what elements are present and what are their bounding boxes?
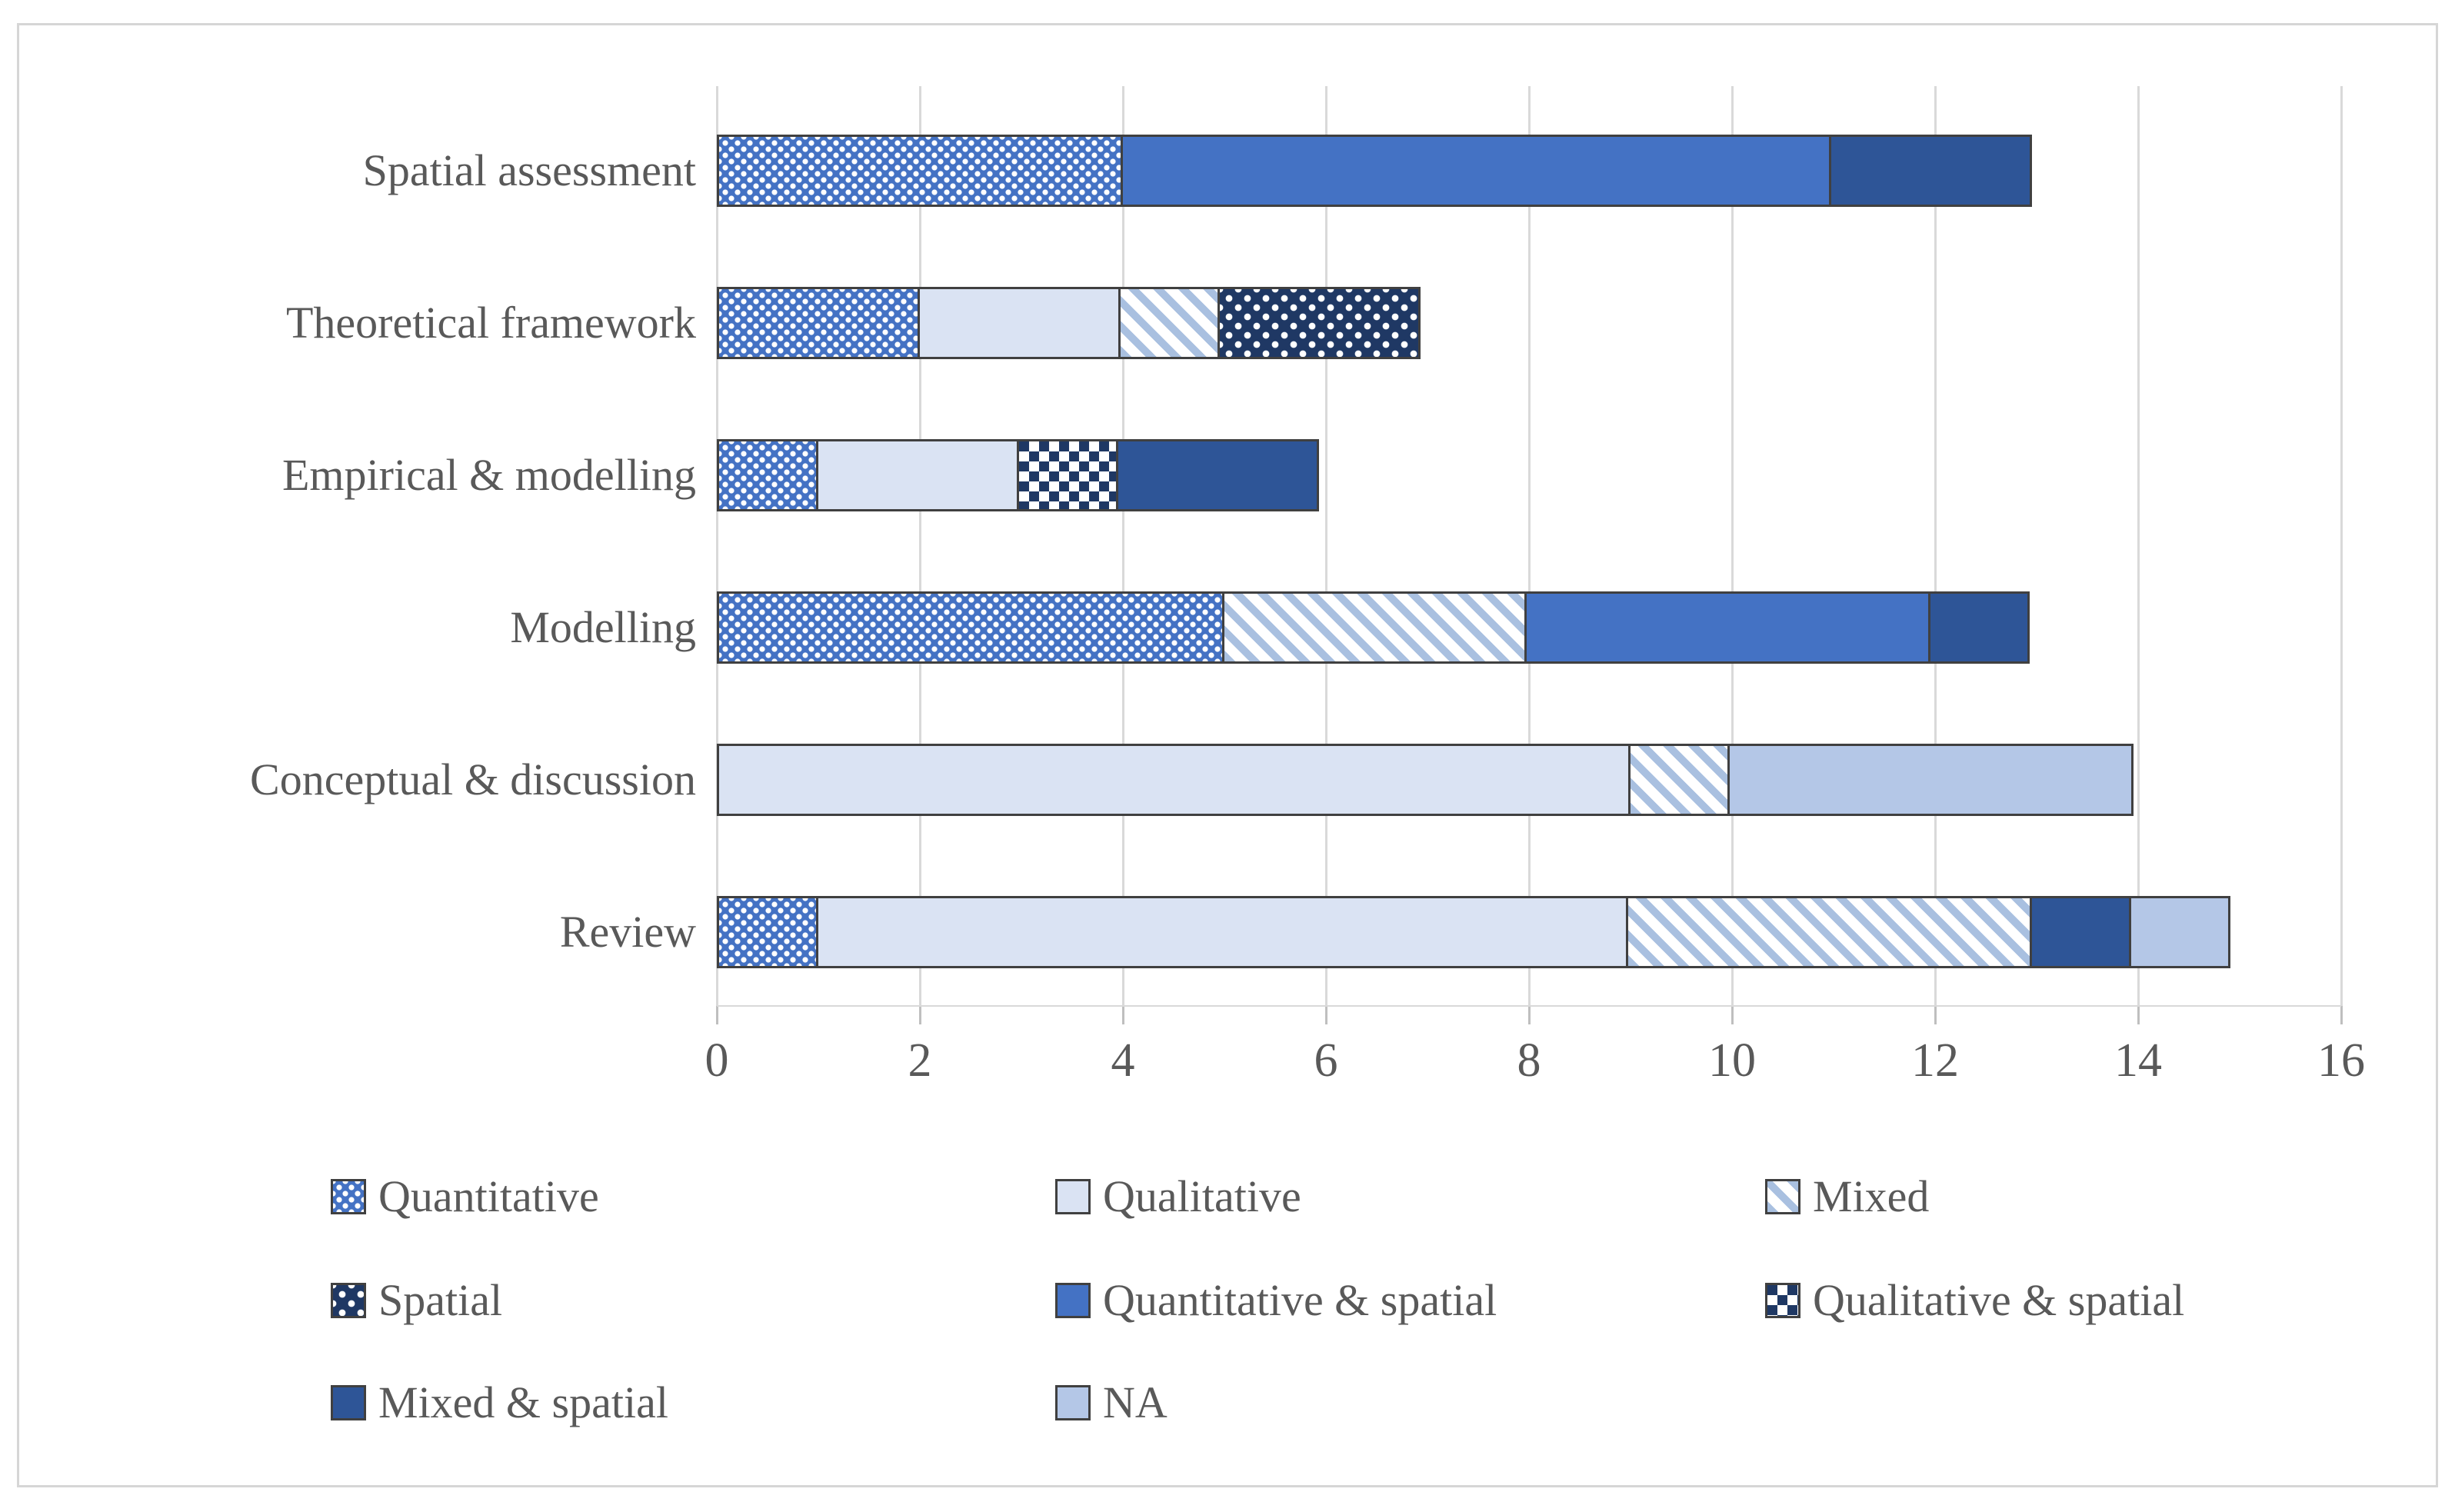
legend-swatch-spatial [331,1283,366,1318]
category-label: Empirical & modelling [281,450,696,500]
x-axis-tick-label: 2 [908,1034,932,1087]
legend-item-qualitative: Qualitative [1055,1174,1301,1220]
x-axis-tick-label: 4 [1111,1034,1135,1087]
bar-row-empirical-modelling [717,439,1319,511]
bar-segment-quantitative [717,135,1123,207]
x-axis-tick-label: 12 [1911,1034,1959,1087]
gridline [1934,86,1937,1006]
bar-row-modelling [717,591,2030,664]
bar-segment-mixed [1628,744,1730,816]
gridline [2340,86,2343,1006]
gridline [1325,86,1327,1006]
legend-label: Qualitative & spatial [1813,1275,2185,1325]
axis-tick [2137,1006,2140,1024]
bar-segment-mixed [1118,287,1220,359]
bar-segment-na [1727,744,2134,816]
gridline [1528,86,1531,1006]
legend-swatch-mixed [1765,1179,1800,1214]
x-axis-tick-label: 8 [1517,1034,1541,1087]
gridline [1122,86,1124,1006]
legend-item-mixed: Mixed [1765,1174,1929,1220]
category-label: Spatial assessment [362,145,696,195]
legend-label: Spatial [378,1275,503,1325]
axis-tick [2340,1006,2343,1024]
x-axis-tick-label: 6 [1314,1034,1338,1087]
axis-tick [1528,1006,1531,1024]
gridline [2137,86,2140,1006]
x-axis-tick-label: 16 [2317,1034,2365,1087]
legend-label: Mixed [1813,1171,1930,1221]
axis-tick [1325,1006,1327,1024]
gridline [1731,86,1734,1006]
legend-label: Quantitative & spatial [1103,1275,1497,1325]
bar-segment-quantitative [717,896,818,968]
category-label: Modelling [510,602,696,652]
legend-swatch-na [1055,1385,1091,1420]
bar-segment-mixed-spatial [2030,896,2131,968]
bar-segment-qualitative-spatial [1017,439,1118,511]
x-axis-line [717,1005,2341,1007]
bar-segment-qualitative [816,896,1628,968]
legend-swatch-qualitative [1055,1179,1091,1214]
legend-label: NA [1103,1377,1168,1427]
bar-segment-mixed-spatial [1116,439,1319,511]
bar-segment-spatial [1218,287,1421,359]
category-label: Review [559,907,696,957]
bar-segment-quantitative [717,287,920,359]
x-axis-tick-label: 0 [705,1034,729,1087]
axis-tick [716,1006,718,1024]
bar-segment-mixed [1626,896,2032,968]
bar-segment-quantitative [717,591,1224,664]
legend-item-qualitative-spatial: Qualitative & spatial [1765,1277,2184,1324]
legend-swatch-quantitative-spatial [1055,1283,1091,1318]
bar-segment-qualitative [816,439,1019,511]
legend-swatch-qualitative-spatial [1765,1283,1800,1318]
legend-label: Qualitative [1103,1171,1301,1221]
axis-tick [1934,1006,1937,1024]
bar-row-review [717,896,2230,968]
gridline [716,86,718,1006]
bar-segment-qualitative [717,744,1631,816]
bar-segment-na [2129,896,2230,968]
legend-swatch-mixed-spatial [331,1385,366,1420]
bar-segment-qualitative [918,287,1121,359]
legend-item-mixed-spatial: Mixed & spatial [331,1380,668,1426]
chart-frame: 0 2 4 6 8 10 12 14 16 Spatial assessment Theoretic… [17,23,2438,1487]
bar-segment-quantitative-spatial [1121,135,1831,207]
legend-label: Mixed & spatial [378,1377,668,1427]
axis-tick [1731,1006,1734,1024]
category-label: Theoretical framework [286,298,696,348]
bar-segment-quantitative [717,439,818,511]
bar-segment-mixed [1222,591,1527,664]
gridline [919,86,921,1006]
bar-row-theoretical-framework [717,287,1421,359]
legend-swatch-quantitative [331,1179,366,1214]
x-axis-tick-label: 10 [1708,1034,1756,1087]
legend-item-quantitative-spatial: Quantitative & spatial [1055,1277,1497,1324]
axis-tick [919,1006,921,1024]
bar-row-conceptual-discussion [717,744,2134,816]
category-label: Conceptual & discussion [250,754,696,804]
bar-segment-quantitative-spatial [1524,591,1930,664]
bar-segment-mixed-spatial [1928,591,2030,664]
bar-segment-mixed-spatial [1829,135,2032,207]
axis-tick [1122,1006,1124,1024]
legend-label: Quantitative [378,1171,599,1221]
legend-item-quantitative: Quantitative [331,1174,599,1220]
legend-item-na: NA [1055,1380,1168,1426]
bar-row-spatial-assessment [717,135,2032,207]
x-axis-tick-label: 14 [2114,1034,2162,1087]
legend-item-spatial: Spatial [331,1277,502,1324]
